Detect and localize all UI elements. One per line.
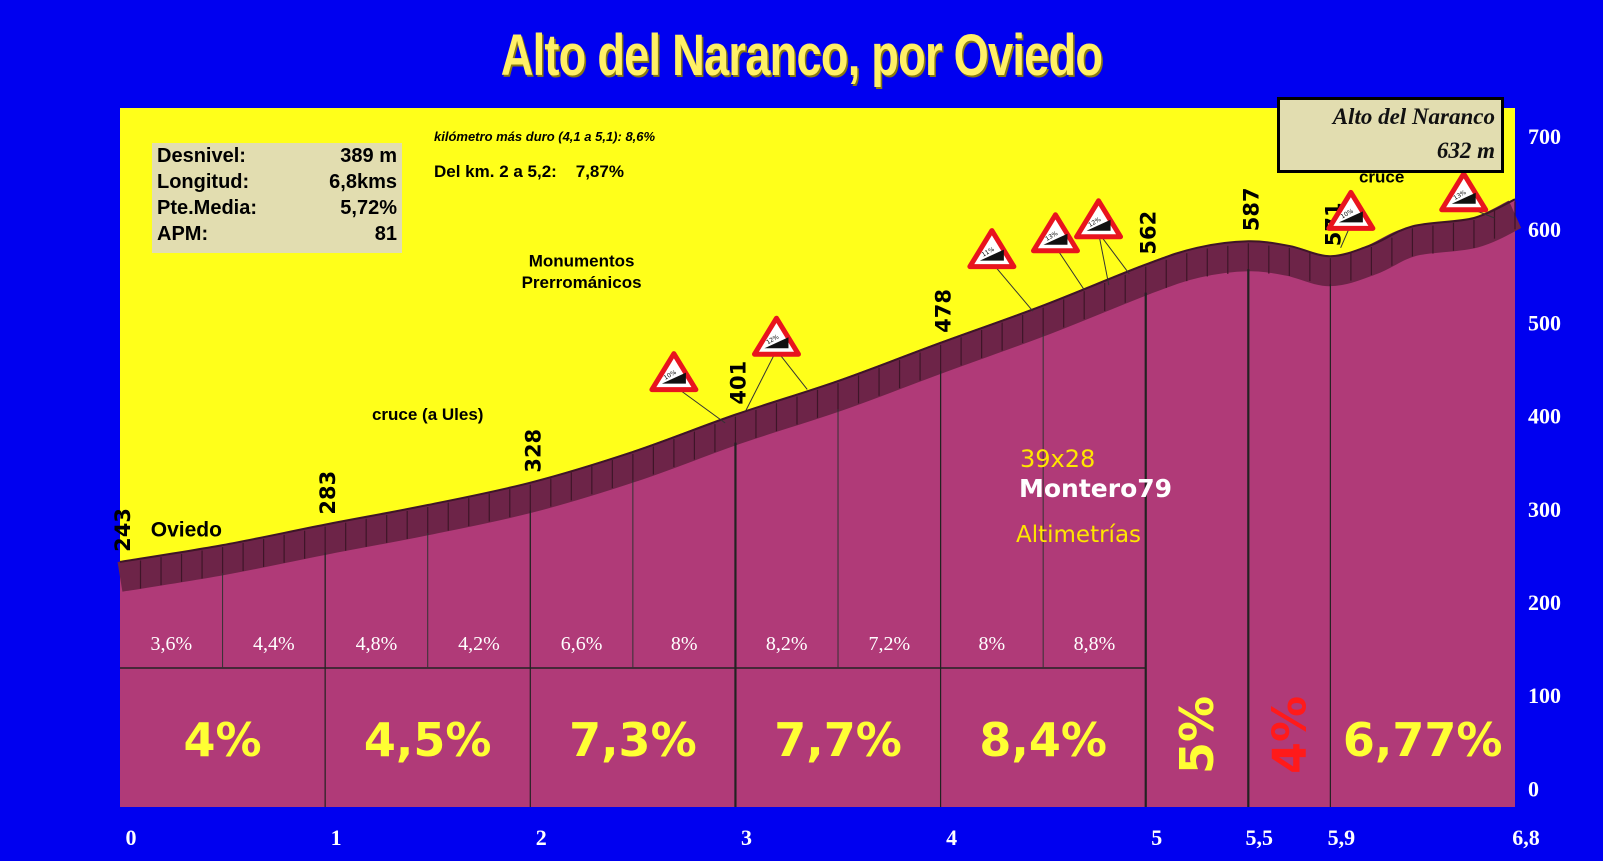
half-km-gradient-label: 6,6% — [561, 633, 603, 655]
gradient-sign-slope — [764, 337, 789, 349]
place-label: Oviedo — [151, 519, 222, 542]
profile-area — [120, 199, 1515, 807]
gradient-sign-slope — [1043, 233, 1068, 245]
altitude-label: 401 — [726, 361, 750, 405]
gradient-sign-slope — [1086, 219, 1111, 231]
y-tick-label: 500 — [1528, 310, 1561, 335]
place-label: Prerrománicos — [522, 273, 642, 292]
sign-leader-line — [1098, 232, 1110, 286]
half-km-gradient-label: 4,4% — [253, 633, 295, 655]
hardest-km-note: kilómetro más duro (4,1 a 5,1): 8,6% — [434, 129, 656, 144]
x-tick-label: 0 — [126, 825, 137, 850]
x-tick-label: 6,8 — [1512, 825, 1540, 850]
stat-value: 81 — [374, 223, 397, 245]
place-label: cruce (a Ules) — [372, 405, 484, 424]
altitude-label: 478 — [932, 289, 956, 333]
half-km-gradient-label: 8% — [671, 633, 698, 655]
author-credit: Montero79 — [1019, 474, 1173, 503]
stat-label: Longitud: — [157, 171, 250, 193]
km-gradient-label: 7,3% — [569, 713, 697, 767]
altitude-label: 283 — [316, 471, 340, 515]
stats-box: Desnivel: 389 m Longitud: 6,8kms Pte.Med… — [152, 143, 402, 253]
chart-title: Alto del Naranco, por Oviedo — [500, 23, 1103, 88]
km-gradient-label: 4,5% — [364, 713, 492, 767]
y-tick-label: 700 — [1528, 124, 1561, 149]
y-tick-label: 200 — [1528, 590, 1561, 615]
summit-name: Alto del Naranco — [1332, 104, 1495, 129]
summit-box: Alto del Naranco 632 m — [1277, 97, 1504, 173]
x-tick-label: 5 — [1151, 825, 1162, 850]
altitude-label: 587 — [1239, 187, 1263, 231]
stat-value: 389 m — [340, 145, 397, 167]
stat-value: 5,72% — [340, 197, 397, 219]
place-label: Monumentos — [529, 251, 635, 270]
altitude-label: 328 — [521, 429, 545, 473]
stat-value: 6,8kms — [329, 171, 397, 193]
sign-leader-line — [991, 262, 1034, 312]
altitude-label: 562 — [1137, 211, 1161, 255]
stat-row-apm: APM: 81 — [152, 221, 402, 247]
x-tick-label: 2 — [536, 825, 547, 850]
stat-label: Desnivel: — [157, 145, 246, 167]
half-km-gradient-label: 7,2% — [868, 633, 910, 655]
y-tick-label: 600 — [1528, 217, 1561, 242]
x-tick-label: 5,9 — [1328, 825, 1356, 850]
sign-leader-line — [776, 349, 808, 390]
profile-line — [119, 198, 1516, 563]
half-km-gradient-label: 8,2% — [766, 633, 808, 655]
x-tick-label: 3 — [741, 825, 752, 850]
km-gradient-label: 4% — [1262, 696, 1316, 774]
half-km-gradient-label: 4,8% — [356, 633, 398, 655]
km-gradient-label: 7,7% — [774, 713, 902, 767]
sign-leader-line — [745, 349, 777, 412]
y-tick-label: 300 — [1528, 497, 1561, 522]
stat-row-desnivel: Desnivel: 389 m — [152, 143, 402, 169]
stretch-gradient-note: Del km. 2 a 5,2: 7,87% — [434, 162, 624, 181]
gradient-sign-slope — [661, 372, 686, 384]
half-km-gradient-label: 8% — [979, 633, 1006, 655]
stat-row-pendiente: Pte.Media: 5,72% — [152, 195, 402, 221]
km-gradient-label: 6,77% — [1343, 713, 1503, 767]
y-tick-label: 0 — [1528, 776, 1539, 801]
half-km-gradient-label: 4,2% — [458, 633, 500, 655]
gradient-sign-slope — [979, 249, 1004, 261]
x-tick-label: 5,5 — [1246, 825, 1274, 850]
stat-row-longitud: Longitud: 6,8kms — [152, 169, 402, 195]
km-gradient-label: 8,4% — [979, 713, 1107, 767]
sign-leader-line — [1098, 232, 1130, 275]
stat-label: APM: — [157, 223, 209, 245]
y-tick-label: 100 — [1528, 683, 1561, 708]
y-tick-label: 400 — [1528, 404, 1561, 429]
km-gradient-label: 4% — [184, 713, 262, 767]
gear-credit: 39x28 — [1020, 445, 1096, 473]
half-km-gradient-label: 8,8% — [1074, 633, 1116, 655]
summit-altitude: 632 m — [1436, 138, 1495, 163]
stat-label: Pte.Media: — [157, 197, 258, 219]
km-gradient-label: 5% — [1170, 696, 1224, 774]
half-km-gradient-label: 3,6% — [150, 633, 192, 655]
site-credit: Altimetrías — [1016, 522, 1142, 548]
gradient-sign-slope — [1451, 192, 1476, 204]
sign-leader-line — [1055, 246, 1085, 291]
x-tick-label: 4 — [946, 825, 957, 850]
gradient-sign-slope — [1338, 211, 1363, 223]
altitude-label: 243 — [111, 508, 135, 552]
x-tick-label: 1 — [331, 825, 342, 850]
